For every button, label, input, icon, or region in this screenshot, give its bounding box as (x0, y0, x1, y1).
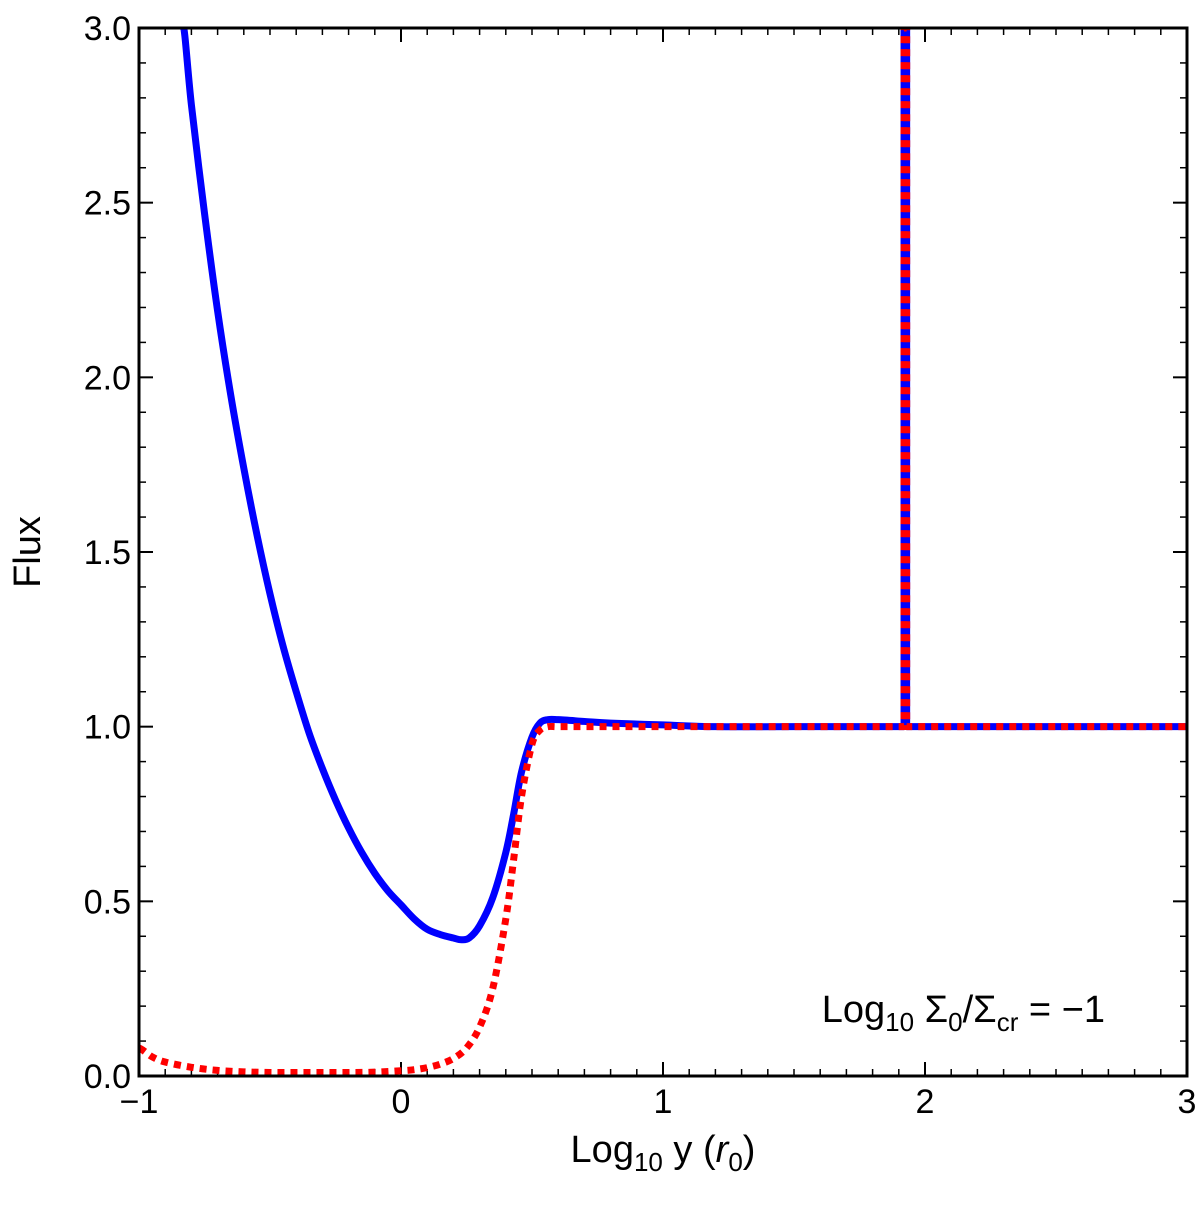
x-tick-label: 3 (1178, 1083, 1197, 1121)
x-axis-label-base: 10 (634, 1147, 663, 1177)
y-tick-label: 0.0 (84, 1058, 131, 1096)
plot-frame (137, 26, 1189, 1078)
x-axis-label-log: Log (571, 1129, 634, 1171)
x-tick-label: −1 (120, 1083, 159, 1121)
y-tick-label: 1.0 (84, 709, 131, 747)
x-tick-label: 1 (654, 1083, 673, 1121)
y-tick-label: 1.5 (84, 534, 131, 572)
axis-tick-labels: −1 0 1 2 3 0.0 0.5 1.0 1.5 2.0 2.5 3.0 (84, 10, 1197, 1121)
x-axis-label: Log10 y (r0) (571, 1129, 756, 1177)
annotation-cr-sub: cr (997, 1007, 1019, 1037)
annotation-slash-sigma: /Σ (963, 989, 997, 1031)
x-axis-label-close: ) (743, 1129, 756, 1171)
x-tick-label: 2 (916, 1083, 935, 1121)
annotation-base: 10 (885, 1007, 914, 1037)
y-tick-label: 2.0 (84, 359, 131, 397)
axis-ticks (138, 27, 1188, 1077)
y-tick-label: 0.5 (84, 883, 131, 921)
series-line-solid-blue (180, 28, 1187, 944)
annotation-sigma: Σ (914, 989, 948, 1031)
x-tick-label: 0 (392, 1083, 411, 1121)
annotation-label: Log10 Σ0/Σcr = −1 (822, 989, 1105, 1037)
x-axis-label-unit: r (716, 1129, 730, 1171)
annotation-value: = −1 (1018, 989, 1105, 1031)
annotation-log: Log (822, 989, 885, 1031)
series-layer (139, 28, 1187, 1076)
y-tick-label: 3.0 (84, 10, 131, 48)
y-tick-label: 2.5 (84, 185, 131, 223)
y-axis-label: Flux (7, 516, 49, 588)
series-line-dotted-red (139, 28, 1187, 1076)
x-axis-label-unit-sub: 0 (728, 1147, 742, 1177)
annotation-sigma-sub: 0 (948, 1007, 962, 1037)
x-axis-label-variable: y ( (663, 1129, 716, 1171)
